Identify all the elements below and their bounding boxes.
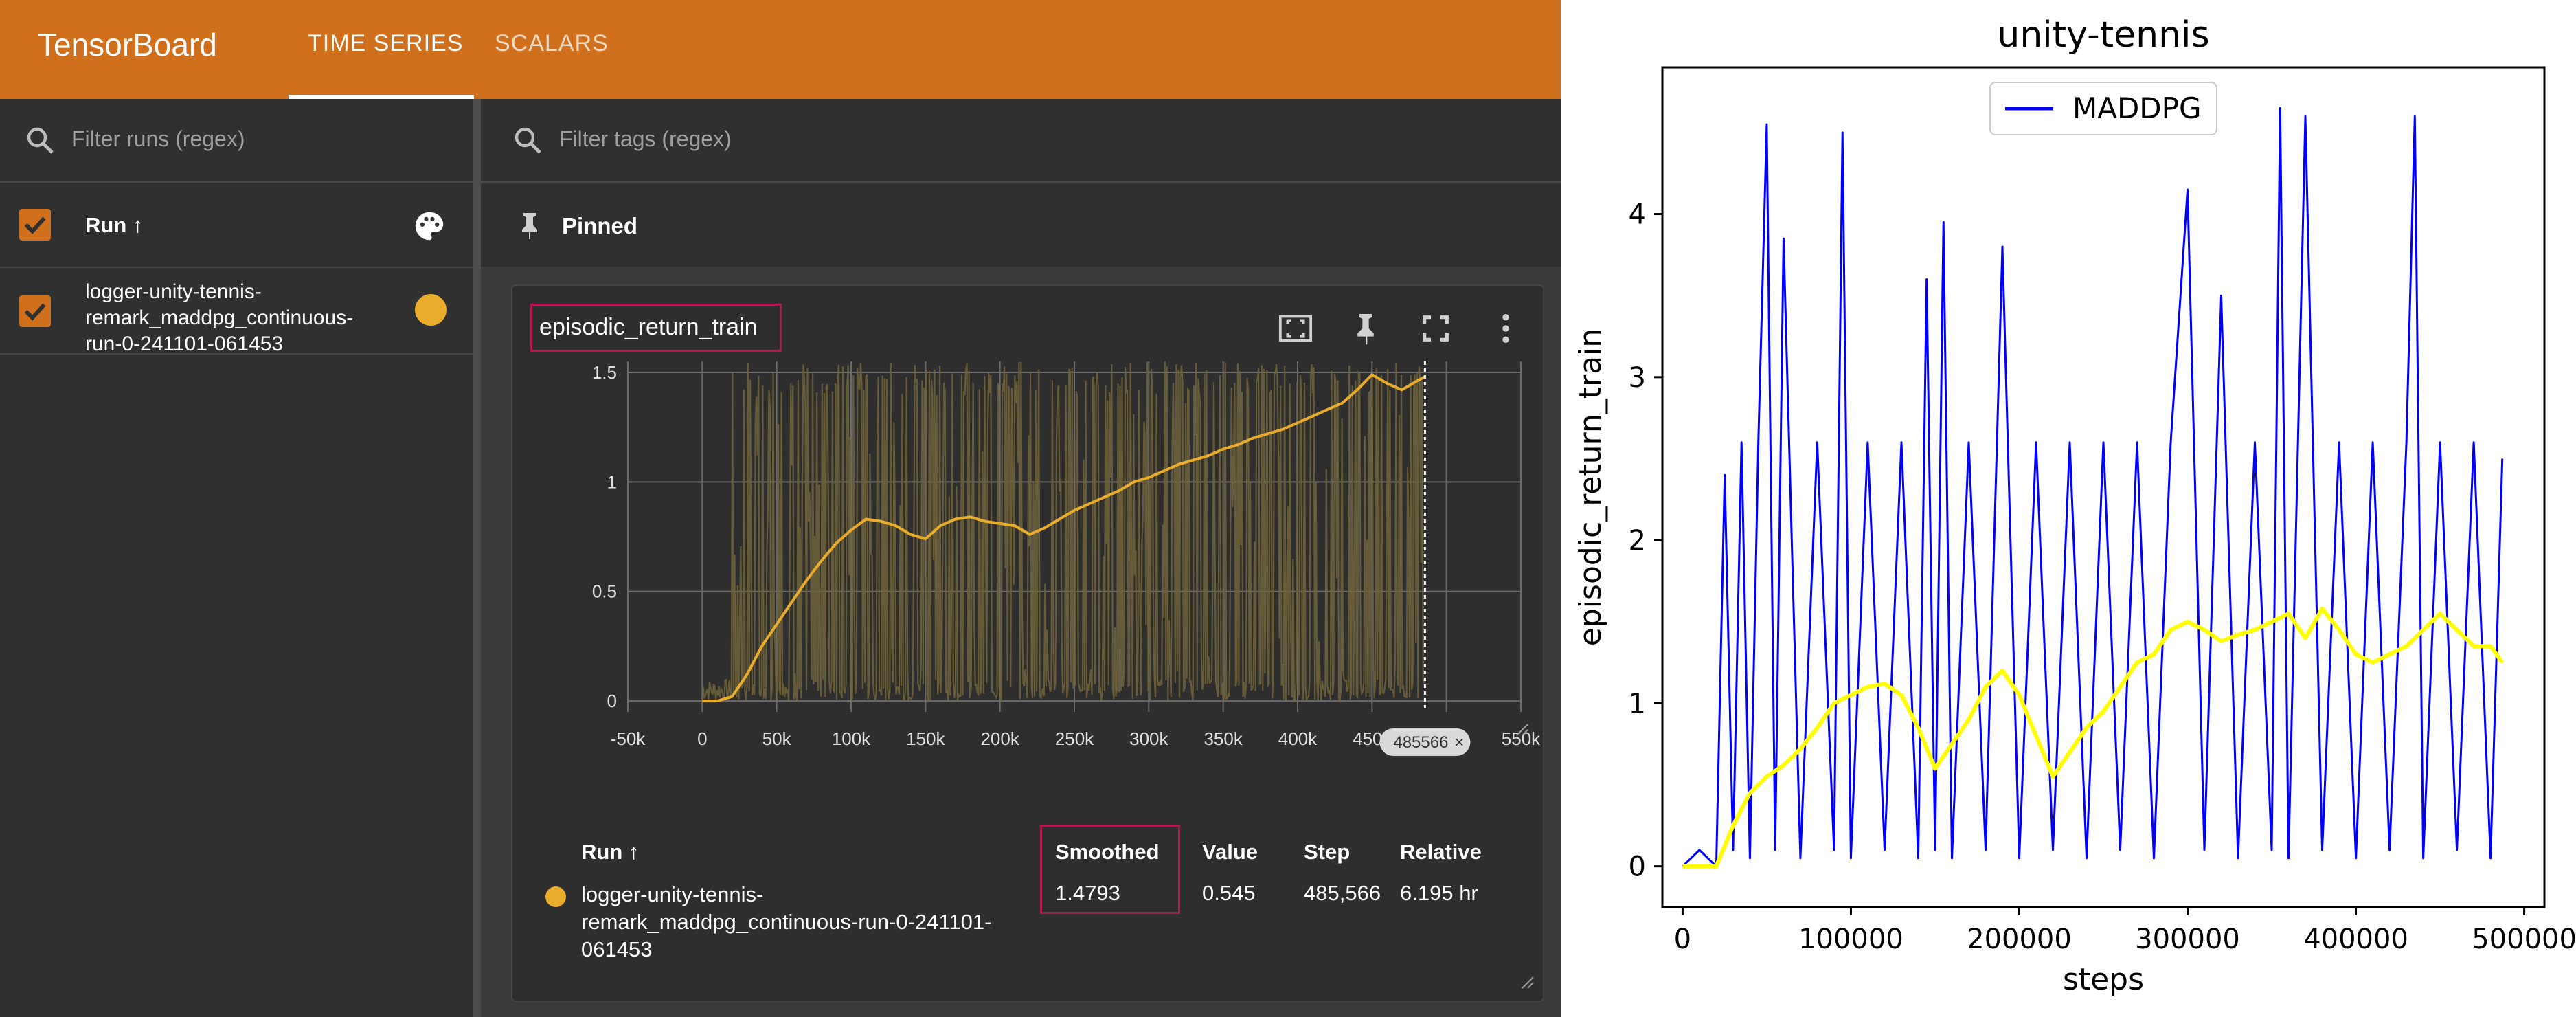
x-tick-label: 300k	[1129, 728, 1168, 749]
table-run-name-line: 061453	[581, 937, 653, 961]
palette-icon[interactable]	[411, 208, 448, 245]
run-name-line: remark_maddpg_continuous-	[85, 306, 354, 329]
close-icon: ×	[1454, 733, 1464, 752]
pin-card-icon[interactable]	[1346, 309, 1385, 348]
smoothed-highlight	[1040, 825, 1180, 914]
pin-icon	[522, 213, 537, 239]
hover-step-text: 485566	[1393, 733, 1448, 752]
x-tick-label: 300000	[2135, 924, 2240, 955]
table-header-value[interactable]: Value	[1202, 840, 1258, 864]
runs-filter[interactable]: Filter runs (regex)	[0, 99, 473, 183]
x-tick-label: 350k	[1204, 728, 1243, 749]
y-tick-label: 1	[1629, 688, 1646, 719]
x-tick-label: 50k	[762, 728, 792, 749]
select-all-checkbox[interactable]	[19, 209, 51, 241]
tab-scalars[interactable]: SCALARS	[495, 30, 609, 56]
chart-title: unity-tennis	[1997, 14, 2209, 56]
x-tick-label: 200k	[980, 728, 1019, 749]
run-column-header[interactable]: Run ↑	[85, 213, 144, 237]
app-logo[interactable]: TensorBoard	[38, 27, 217, 63]
search-icon	[27, 127, 54, 154]
table-run-name-line: remark_maddpg_continuous-run-0-241101-	[581, 910, 992, 934]
runs-table-header: Run ↑	[0, 184, 473, 268]
resize-handle-icon	[1516, 724, 1528, 736]
x-tick-label: 100000	[1798, 924, 1903, 955]
check-icon	[24, 216, 46, 234]
card-title: episodic_return_train	[539, 314, 758, 340]
x-tick-label: 550k	[1502, 728, 1541, 749]
y-tick-label: 2	[1629, 525, 1646, 557]
run-checkbox[interactable]	[19, 295, 51, 327]
fit-domain-icon[interactable]	[1276, 309, 1315, 348]
legend-box	[1989, 82, 2217, 135]
more-vert-icon[interactable]	[1487, 309, 1525, 348]
run-color-swatch[interactable]	[415, 294, 447, 326]
resize-handle-icon[interactable]	[1518, 973, 1535, 990]
table-smoothed-value: 1.4793	[1055, 881, 1120, 905]
run-row[interactable]: logger-unity-tennis- remark_maddpg_conti…	[0, 268, 473, 355]
y-tick-label: 0	[607, 691, 617, 711]
x-tick-label: 400k	[1278, 728, 1318, 749]
y-tick-label: 3	[1629, 362, 1646, 394]
table-run-name: logger-unity-tennis- remark_maddpg_conti…	[581, 881, 1007, 963]
maddpg-series-line	[1682, 107, 2504, 868]
raw-series-line	[701, 361, 1425, 704]
x-tick-label: 0	[1674, 924, 1691, 955]
y-tick-label: 0	[1629, 851, 1646, 883]
active-tab-indicator	[289, 95, 474, 99]
card-title-highlight: episodic_return_train	[530, 304, 782, 352]
table-header-run[interactable]: Run ↑	[581, 840, 640, 864]
x-tick-label: 250k	[1055, 728, 1094, 749]
scalar-card: episodic_return_train -50k 0 50k 100k 150k 20…	[511, 284, 1544, 1002]
plot-frame	[1661, 66, 2546, 908]
check-icon	[24, 303, 46, 321]
x-tick-label: -50k	[611, 728, 646, 749]
sidebar-resize-handle[interactable]	[473, 99, 481, 1017]
smoothed-series-line	[1682, 606, 2505, 869]
x-tick-label: 150k	[906, 728, 945, 749]
y-tick-label: 4	[1629, 199, 1646, 231]
tags-filter[interactable]: Filter tags (regex)	[481, 99, 1561, 183]
table-run-name-line: logger-unity-tennis-	[581, 882, 764, 906]
table-step-value: 485,566	[1304, 881, 1381, 905]
x-tick-label: 100k	[832, 728, 871, 749]
fullscreen-icon[interactable]	[1416, 309, 1455, 348]
main-panel: Filter tags (regex) Pinned episodic_retu…	[481, 99, 1561, 1017]
x-tick-label: 200000	[1967, 924, 2072, 955]
hover-step-badge	[1379, 728, 1471, 756]
x-tick-label: 400000	[2303, 924, 2408, 955]
table-relative-value: 6.195 hr	[1400, 881, 1478, 905]
tab-time-series[interactable]: TIME SERIES	[308, 30, 464, 56]
y-tick-label: 0.5	[592, 581, 617, 602]
tags-filter-input[interactable]: Filter tags (regex)	[559, 126, 732, 151]
tensorboard-line-chart[interactable]: -50k 0 50k 100k 150k 200k 250k 300k 350k 400k 450k…	[512, 355, 1543, 808]
search-icon	[515, 127, 541, 154]
y-axis-label: episodic_return_train	[1573, 328, 1608, 646]
table-raw-value: 0.545	[1202, 881, 1256, 905]
matplotlib-figure: unity-tennis 0 100000 200000 300000 400000 500…	[1561, 0, 2576, 1017]
y-tick-label: 1	[607, 471, 617, 492]
tensorboard-window: TensorBoard TIME SERIES SCALARS Filter r…	[0, 0, 1561, 1017]
y-tick-label: 1.5	[592, 362, 617, 383]
x-axis-label: steps	[2063, 962, 2144, 997]
run-name-line: logger-unity-tennis-	[85, 280, 262, 303]
runs-sidebar: Filter runs (regex) Run ↑ logger-unity-t…	[0, 99, 473, 1017]
run-name-line: run-0-241101-061453	[85, 333, 284, 355]
runs-filter-input[interactable]: Filter runs (regex)	[71, 126, 245, 151]
x-tick-label: 0	[697, 728, 707, 749]
legend-label: MADDPG	[2072, 91, 2202, 125]
x-tick-label: 500000	[2472, 924, 2576, 955]
run-name: logger-unity-tennis- remark_maddpg_conti…	[85, 279, 387, 357]
table-header-relative[interactable]: Relative	[1400, 840, 1482, 864]
table-header-smoothed[interactable]: Smoothed	[1055, 840, 1160, 864]
table-run-color	[545, 886, 566, 907]
smoothed-series-line	[702, 372, 1426, 703]
top-bar: TensorBoard TIME SERIES SCALARS	[0, 0, 1561, 99]
pinned-label: Pinned	[562, 213, 638, 238]
pinned-section-header: Pinned	[481, 184, 1561, 267]
table-header-step[interactable]: Step	[1304, 840, 1351, 864]
